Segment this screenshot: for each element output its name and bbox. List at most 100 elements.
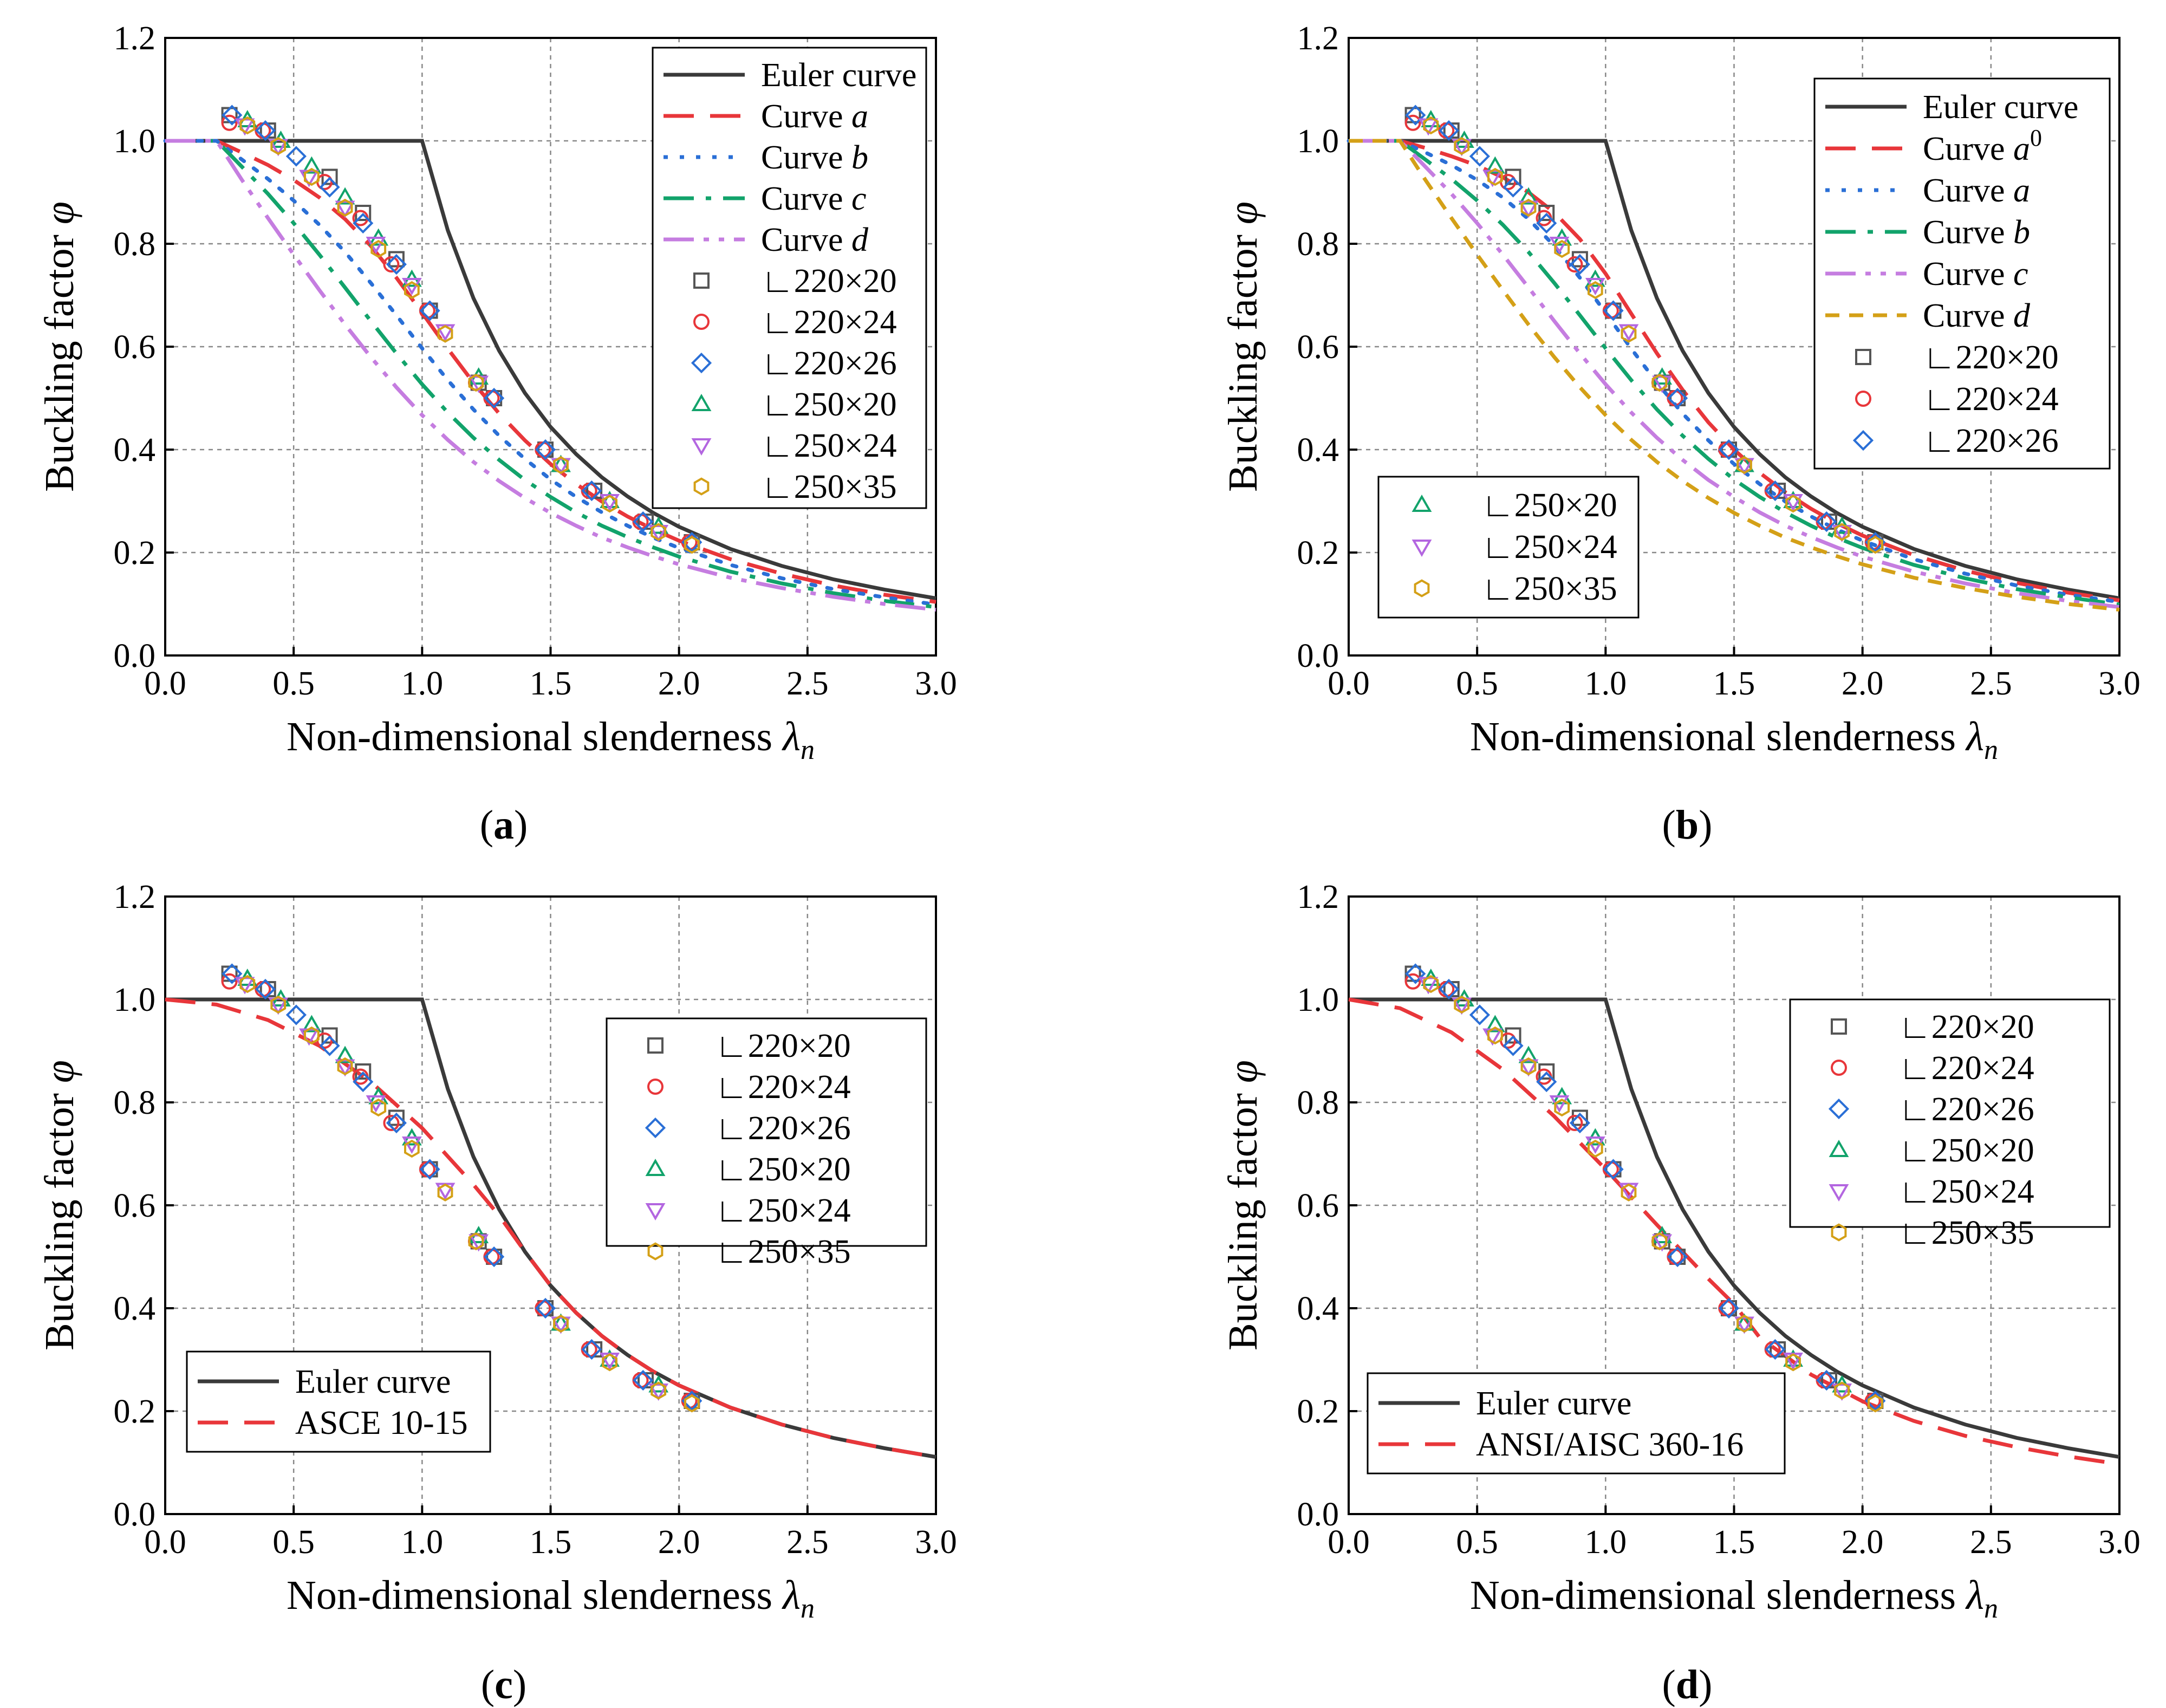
- data-point-s250x35: [239, 116, 256, 135]
- legend-label: ∟220×26: [1923, 423, 2059, 459]
- legend-label: ∟220×24: [1923, 381, 2059, 418]
- y-tick-label: 0.8: [1297, 1084, 1339, 1121]
- data-point-s220x26: [1569, 1112, 1590, 1134]
- data-point-s220x20: [321, 168, 338, 185]
- data-point-s220x26: [1405, 963, 1426, 984]
- series-line-curve-d: [165, 139, 936, 612]
- legend-marker-s250x24: [691, 438, 712, 456]
- data-point-s250x35: [1621, 324, 1637, 343]
- legend-label: ∟250×24: [715, 1192, 851, 1229]
- data-point-s220x26: [633, 511, 654, 532]
- data-point-s250x35: [553, 456, 569, 475]
- x-axis-title-subscript: n: [801, 1593, 815, 1624]
- data-point-s250x35: [1736, 456, 1752, 475]
- data-point-s220x26: [222, 963, 243, 984]
- data-point-s250x35: [337, 198, 353, 217]
- data-point-s250x35: [370, 1098, 387, 1117]
- data-point-s220x26: [1469, 1004, 1490, 1025]
- data-point-s250x35: [602, 1353, 617, 1372]
- panel-label: (a): [480, 802, 528, 848]
- data-point-s250x35: [651, 523, 667, 541]
- y-tick-label: 1.0: [114, 123, 156, 160]
- data-point-s220x26: [1667, 387, 1688, 409]
- data-point-s220x26: [255, 978, 276, 1000]
- legend-label: ∟220×24: [715, 1069, 851, 1106]
- data-point-s250x35: [404, 281, 420, 300]
- data-point-s250x24: [1518, 1059, 1539, 1077]
- legend-label: ∟220×20: [1923, 339, 2059, 376]
- data-point-s250x35: [1651, 1232, 1668, 1251]
- data-point-s220x24: [383, 1115, 400, 1131]
- data-point-s250x24: [1452, 997, 1472, 1015]
- data-point-s250x24: [551, 458, 571, 476]
- series-line-curve-b: [1349, 139, 2120, 607]
- y-tick-label: 1.2: [114, 20, 156, 57]
- series-line-euler-curve: [165, 139, 936, 600]
- data-point-s250x35: [270, 995, 287, 1014]
- legend-label: Curve a: [1923, 172, 2030, 209]
- data-point-s250x24: [648, 1383, 669, 1401]
- legend-label: ∟250×20: [1898, 1132, 2034, 1169]
- data-point-s220x26: [581, 1339, 602, 1360]
- data-point-s250x24: [401, 277, 422, 295]
- legend-label: Curve c: [761, 180, 867, 217]
- data-point-s220x20: [1571, 1109, 1588, 1126]
- legend-secondary: ∟250×20 ∟250×24 ∟250×35: [1377, 476, 1640, 619]
- y-tick-label: 0.2: [114, 535, 156, 572]
- data-point-s220x26: [484, 1246, 505, 1268]
- x-tick-label: 2.0: [658, 665, 700, 702]
- legend-label: ∟220×20: [1898, 1009, 2034, 1045]
- data-point-s250x35: [468, 1232, 484, 1251]
- data-point-s250x24: [1452, 139, 1472, 157]
- legend-label: Euler curve: [295, 1363, 451, 1400]
- data-point-s250x35: [437, 324, 453, 343]
- legend-marker-s220x26: [691, 352, 712, 374]
- legend-marker-s250x35: [1831, 1223, 1847, 1242]
- data-point-s220x26: [633, 1369, 654, 1391]
- series-line-asce-10-15: [165, 997, 936, 1459]
- data-point-s220x26: [419, 1159, 440, 1180]
- data-point-s250x35: [1736, 1314, 1752, 1333]
- x-tick-label: 2.5: [786, 1524, 829, 1561]
- data-point-s220x26: [1603, 1159, 1624, 1180]
- x-tick-label: 1.0: [1585, 1524, 1627, 1561]
- data-point-s250x20: [1518, 187, 1539, 205]
- series-line-curve-a0: [1349, 139, 2120, 602]
- y-tick-label: 1.0: [1297, 982, 1339, 1018]
- legend-marker-s220x24: [1831, 1060, 1847, 1076]
- data-point-s220x26: [1718, 1297, 1740, 1319]
- data-point-s250x35: [684, 536, 700, 554]
- data-point-s250x24: [335, 1059, 355, 1077]
- legend-label: ∟250×35: [761, 469, 897, 505]
- legend-label: ∟250×20: [761, 386, 897, 423]
- data-point-s250x20: [1485, 1015, 1505, 1032]
- legend-label: Curve b: [761, 139, 868, 176]
- data-point-s250x24: [648, 524, 669, 542]
- x-axis-title-main: Non-dimensional slenderness: [287, 1573, 783, 1618]
- legend-marker-s250x20: [691, 394, 712, 412]
- x-tick-label: 2.0: [1842, 665, 1884, 702]
- data-point-s220x20: [1571, 251, 1588, 268]
- panel-c: 0.0 0.5 1.0 1.5 2.0 2.5 3.0 0.0 0.2 0.4 0.6 0.8 1.0 1…: [37, 879, 957, 1707]
- data-point-s250x35: [1621, 1183, 1637, 1202]
- data-point-s250x35: [1487, 167, 1503, 186]
- panel-label: (c): [481, 1662, 526, 1707]
- y-tick-label: 0.6: [1297, 329, 1339, 366]
- x-axis-title: Non-dimensional slenderness λn: [1470, 714, 1998, 765]
- data-point-s220x26: [386, 1112, 407, 1134]
- data-point-s220x26: [1502, 177, 1524, 198]
- data-point-s250x35: [602, 495, 617, 513]
- data-point-s250x24: [1585, 277, 1605, 295]
- y-tick-label: 0.0: [114, 1496, 156, 1533]
- series-line-ansi-aisc-360-16: [1348, 997, 2120, 1466]
- data-point-s250x35: [304, 1026, 320, 1045]
- legend-label: ANSI/AISC 360-16: [1476, 1426, 1744, 1463]
- data-point-s250x35: [651, 1381, 667, 1400]
- x-axis-title-subscript: n: [1984, 1593, 1998, 1624]
- data-point-s220x26: [1438, 978, 1460, 1000]
- y-tick-label: 0.4: [114, 1290, 156, 1327]
- legend-marker-s250x35: [647, 1242, 664, 1261]
- data-point-s220x26: [285, 146, 307, 167]
- y-axis-title-symbol: φ: [1220, 202, 1266, 224]
- legend-label: ∟250×35: [715, 1233, 851, 1270]
